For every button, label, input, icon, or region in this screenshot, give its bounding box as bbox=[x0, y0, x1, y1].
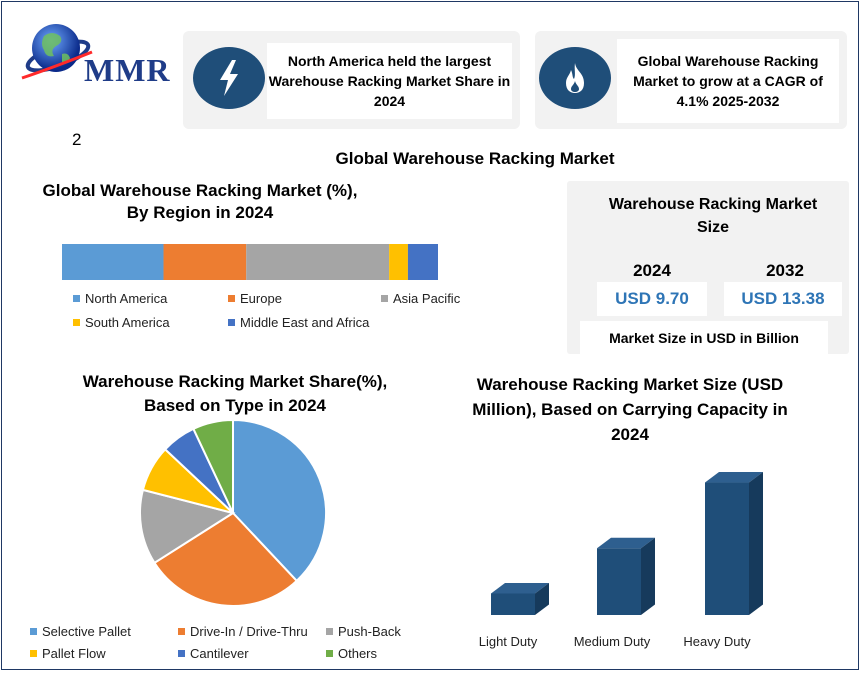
legend-item-selective-pallet: Selective Pallet bbox=[30, 624, 131, 639]
legend-item-europe: Europe bbox=[228, 291, 282, 306]
lightning-icon bbox=[193, 47, 265, 109]
flame-icon bbox=[539, 47, 611, 109]
capacity-bar-heavy-duty bbox=[705, 472, 763, 615]
legend-item-middle-east-and-africa: Middle East and Africa bbox=[228, 315, 369, 330]
highlight-card-1: North America held the largest Warehouse… bbox=[183, 31, 520, 129]
legend-label: North America bbox=[85, 291, 168, 306]
legend-label: Selective Pallet bbox=[42, 624, 131, 639]
main-title: Global Warehouse Racking Market bbox=[335, 149, 615, 168]
legend-label: Europe bbox=[240, 291, 282, 306]
x-tick-light-duty: Light Duty bbox=[478, 634, 538, 649]
pie-slice-drive-in-drive-thru bbox=[153, 511, 299, 607]
legend-item-drive-in-drive-thru: Drive-In / Drive-Thru bbox=[178, 624, 308, 639]
region-chart-title: Global Warehouse Racking Market (%), By … bbox=[42, 181, 358, 222]
legend-label: Asia Pacific bbox=[393, 291, 461, 306]
mmr-logo: MMR bbox=[14, 18, 174, 88]
legend-swatch bbox=[178, 628, 185, 635]
legend-item-north-america: North America bbox=[73, 291, 167, 306]
value-2032: USD 13.38 bbox=[724, 282, 842, 316]
region-segment-middle-east-and-africa bbox=[407, 244, 438, 280]
legend-item-cantilever: Cantilever bbox=[178, 646, 249, 661]
legend-label: Others bbox=[338, 646, 378, 661]
value-2024: USD 9.70 bbox=[597, 282, 707, 316]
legend-swatch bbox=[381, 295, 388, 302]
type-chart-title: Warehouse Racking Market Share(%), Based… bbox=[82, 372, 388, 415]
type-pie-chart bbox=[139, 418, 327, 607]
legend-swatch bbox=[30, 650, 37, 657]
legend-label: Push-Back bbox=[338, 624, 401, 639]
market-size-title: Warehouse Racking Market Size bbox=[608, 196, 818, 236]
globe-icon bbox=[21, 24, 93, 80]
legend-item-pallet-flow: Pallet Flow bbox=[30, 646, 106, 661]
year-2032-label: 2032 bbox=[766, 261, 804, 280]
legend-label: Drive-In / Drive-Thru bbox=[190, 624, 308, 639]
legend-swatch bbox=[326, 628, 333, 635]
legend-swatch bbox=[178, 650, 185, 657]
pie-slice-selective-pallet bbox=[232, 418, 327, 583]
region-segment-north-america bbox=[62, 244, 164, 280]
legend-item-push-back: Push-Back bbox=[326, 624, 401, 639]
legend-swatch bbox=[326, 650, 333, 657]
highlight-card-1-text: North America held the largest Warehouse… bbox=[267, 43, 512, 119]
legend-swatch bbox=[30, 628, 37, 635]
legend-label: Pallet Flow bbox=[42, 646, 106, 661]
market-size-footer: Market Size in USD in Billion bbox=[580, 321, 828, 354]
legend-swatch bbox=[228, 295, 235, 302]
x-tick-heavy-duty: Heavy Duty bbox=[683, 634, 751, 649]
page-number: 2 bbox=[72, 130, 82, 149]
capacity-chart-title: Warehouse Racking Market Size (USD Milli… bbox=[472, 375, 788, 444]
legend-label: Middle East and Africa bbox=[240, 315, 370, 330]
legend-item-south-america: South America bbox=[73, 315, 170, 330]
logo-text: MMR bbox=[84, 52, 171, 88]
year-2024-label: 2024 bbox=[633, 261, 671, 280]
market-size-panel: Warehouse Racking Market Size 2024 2032 … bbox=[567, 181, 849, 354]
pie-slice-others bbox=[192, 418, 234, 514]
region-segment-asia-pacific bbox=[246, 244, 390, 280]
legend-label: Cantilever bbox=[190, 646, 249, 661]
capacity-bar-chart bbox=[491, 472, 763, 615]
legend-swatch bbox=[73, 319, 80, 326]
legend-swatch bbox=[73, 295, 80, 302]
pie-slice-push-back bbox=[139, 488, 236, 565]
legend-item-asia-pacific: Asia Pacific bbox=[381, 291, 460, 306]
legend-label: South America bbox=[85, 315, 170, 330]
region-segment-south-america bbox=[389, 244, 408, 280]
highlight-card-2-text: Global Warehouse Racking Market to grow … bbox=[617, 39, 839, 123]
legend-item-others: Others bbox=[326, 646, 377, 661]
region-stacked-bar bbox=[62, 244, 438, 280]
legend-swatch bbox=[228, 319, 235, 326]
region-segment-europe bbox=[163, 244, 247, 280]
capacity-bar-light-duty bbox=[491, 582, 549, 615]
x-tick-medium-duty: Medium Duty bbox=[573, 634, 651, 649]
capacity-bar-medium-duty bbox=[597, 537, 655, 615]
highlight-card-2: Global Warehouse Racking Market to grow … bbox=[535, 31, 847, 129]
